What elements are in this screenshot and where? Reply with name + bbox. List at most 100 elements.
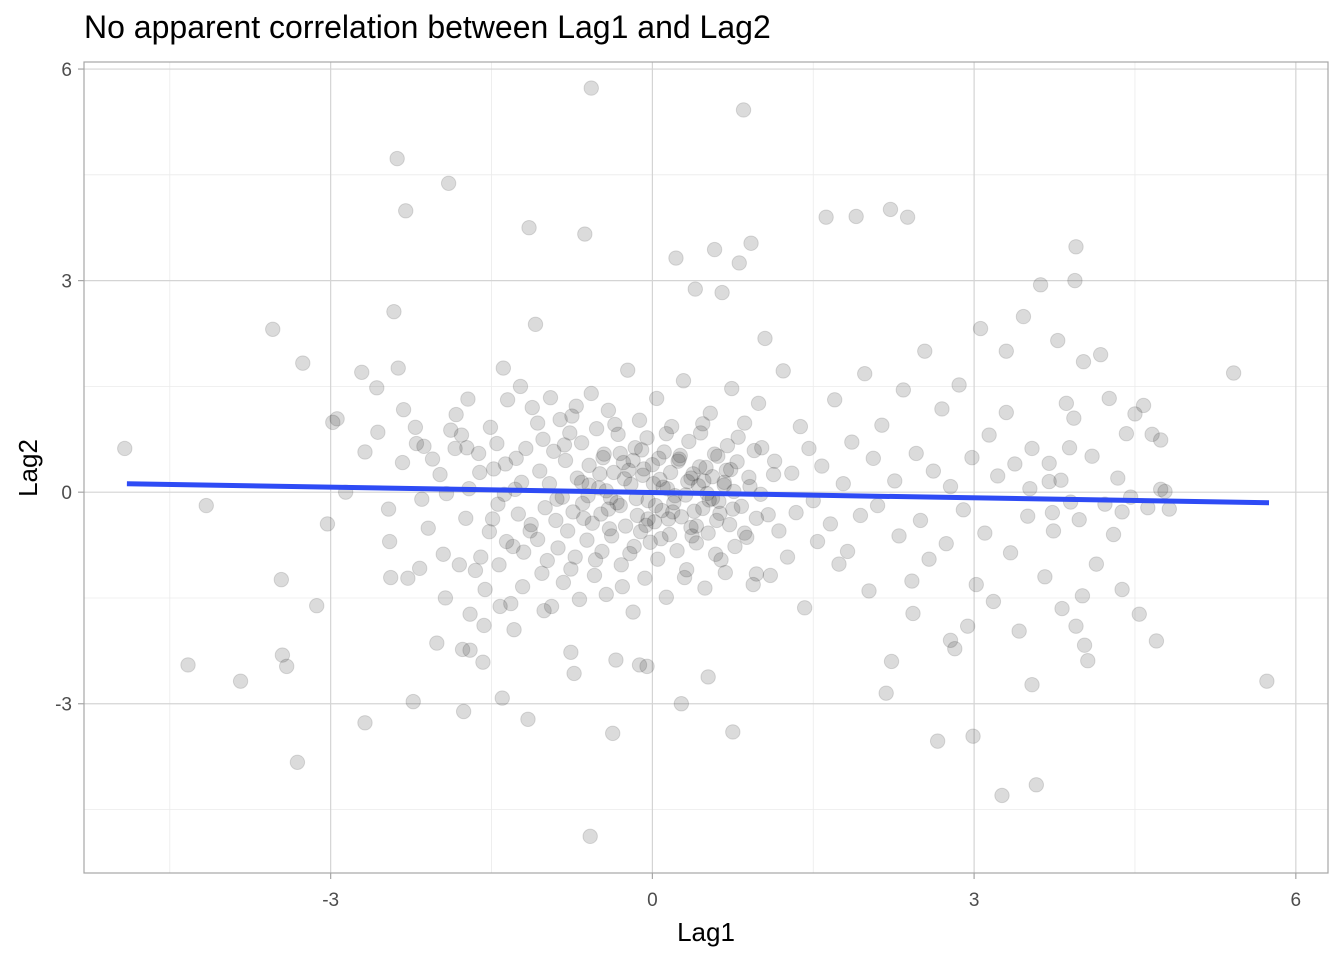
data-point — [695, 500, 711, 517]
data-point — [724, 380, 740, 397]
data-point — [779, 549, 796, 565]
data-point — [684, 528, 700, 544]
data-point — [629, 507, 646, 524]
data-point — [673, 509, 690, 525]
data-point — [117, 440, 133, 457]
data-point — [852, 507, 869, 524]
data-point — [381, 533, 398, 550]
data-point — [921, 551, 937, 567]
data-point — [826, 392, 843, 408]
data-point — [681, 433, 697, 450]
data-point — [527, 316, 544, 333]
data-point — [818, 209, 834, 225]
data-point — [985, 593, 1002, 610]
data-point — [614, 578, 631, 595]
data-point — [658, 425, 675, 442]
data-point — [977, 525, 993, 541]
data-point — [757, 330, 773, 347]
data-point — [754, 440, 770, 456]
data-point — [573, 474, 590, 491]
data-point — [1225, 365, 1242, 381]
data-point — [309, 598, 325, 614]
data-point — [848, 208, 864, 225]
data-point — [1114, 504, 1130, 520]
data-point — [955, 502, 972, 518]
data-point — [660, 511, 677, 527]
data-point — [683, 470, 699, 486]
data-point — [494, 690, 510, 706]
data-point — [520, 711, 536, 727]
data-point — [499, 392, 516, 408]
y-axis-tick-labels: -3 0 3 6 — [55, 60, 72, 716]
data-point — [414, 491, 430, 507]
data-point — [617, 518, 634, 534]
data-point — [1092, 346, 1109, 363]
data-point — [596, 446, 612, 462]
data-point — [929, 733, 946, 749]
data-point — [1007, 456, 1023, 472]
data-point — [951, 377, 967, 393]
data-point — [273, 571, 290, 588]
data-point — [472, 464, 488, 481]
data-point — [706, 241, 723, 258]
data-point — [515, 544, 532, 560]
data-point — [1075, 354, 1092, 370]
data-point — [1118, 425, 1135, 442]
scatter-points — [117, 80, 1275, 845]
data-point — [925, 463, 942, 479]
data-point — [569, 470, 586, 486]
data-point — [274, 647, 291, 663]
data-point — [707, 546, 724, 562]
data-point — [416, 438, 432, 455]
data-point — [579, 532, 595, 548]
data-point — [448, 406, 464, 423]
data-point — [672, 447, 688, 464]
data-point — [1153, 432, 1169, 448]
data-point — [702, 405, 718, 421]
data-point — [725, 501, 741, 517]
x-tick-label: 3 — [969, 890, 980, 911]
data-point — [394, 454, 411, 471]
data-point — [822, 516, 839, 532]
data-point — [506, 622, 522, 638]
data-point — [357, 444, 373, 460]
data-point — [662, 464, 679, 481]
data-point — [573, 435, 590, 451]
data-point — [1157, 483, 1173, 500]
data-point — [934, 401, 950, 417]
data-point — [762, 567, 779, 584]
chart-title: No apparent correlation between Lag1 and… — [84, 9, 771, 45]
data-point — [537, 499, 553, 516]
data-point — [562, 425, 578, 441]
data-point — [567, 549, 583, 565]
data-point — [665, 504, 681, 520]
data-point — [574, 495, 591, 512]
data-point — [959, 618, 976, 634]
data-point — [788, 504, 804, 521]
data-point — [319, 516, 336, 532]
data-point — [232, 673, 249, 689]
data-point — [549, 491, 565, 507]
data-point — [661, 526, 678, 543]
data-point — [473, 549, 489, 565]
data-point — [796, 600, 813, 616]
data-point — [476, 617, 492, 634]
data-point — [615, 454, 632, 471]
data-point — [639, 658, 655, 675]
data-point — [289, 754, 306, 770]
data-point — [1041, 455, 1057, 471]
data-point — [598, 586, 614, 603]
data-point — [1067, 272, 1083, 289]
y-axis-title: Lag2 — [13, 439, 43, 497]
data-point — [654, 502, 670, 519]
data-point — [648, 390, 665, 407]
data-point — [462, 606, 478, 622]
data-point — [587, 552, 604, 568]
data-point — [559, 523, 576, 539]
data-point — [451, 557, 468, 573]
data-point — [735, 102, 752, 118]
data-point — [746, 442, 762, 459]
data-point — [548, 512, 564, 529]
data-point — [637, 570, 653, 586]
data-point — [405, 693, 421, 710]
